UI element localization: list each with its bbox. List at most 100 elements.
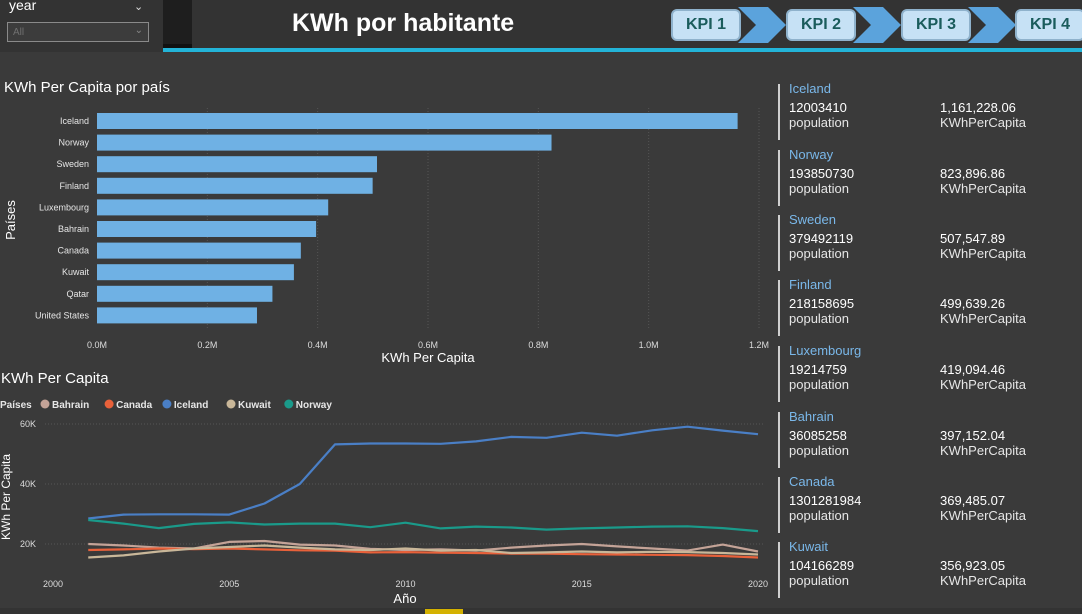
bar-chart[interactable]: 0.0M 0.2M 0.4M 0.6M 0.8M 1.0M 1.2M Iceland Norwa… (0, 100, 775, 368)
bar-canada[interactable] (97, 242, 301, 259)
country-name: Bahrain (789, 409, 834, 424)
header-accent-line (163, 48, 1082, 52)
kwh-per-capita-value: 356,923.05 (940, 558, 1006, 573)
line-chart-title: KWh Per Capita (1, 370, 109, 387)
card-border (778, 542, 780, 598)
line-series-norway[interactable] (88, 518, 759, 533)
chevron-down-icon[interactable]: ⌄ (134, 1, 144, 13)
legend-item[interactable]: Bahrain (52, 400, 89, 411)
card-border (778, 280, 780, 336)
bar-kuwait[interactable] (97, 264, 294, 281)
country-card: Finland 218158695 population 499,639.26 KWhP… (778, 277, 1068, 341)
bar-category-label: Canada (57, 246, 89, 256)
active-page-tab[interactable] (425, 609, 463, 614)
line-x-tick-label: 2005 (219, 579, 239, 589)
country-name: Kuwait (789, 539, 829, 554)
bar-luxembourg[interactable] (97, 199, 329, 216)
bar-x-tick-label: 0.8M (528, 340, 548, 350)
legend-item[interactable]: Norway (296, 400, 333, 411)
kwh-per-capita-value: 419,094.46 (940, 362, 1006, 377)
line-x-tick-label: 2010 (395, 579, 415, 589)
chevron-down-icon: ⌄ (134, 25, 143, 36)
country-card: Luxembourg 19214759 population 419,094.46 KW… (778, 343, 1068, 407)
year-slicer-value: All (13, 27, 25, 38)
bar-category-label: Bahrain (58, 224, 89, 234)
kwh-per-capita-label: KWhPerCapita (940, 573, 1026, 588)
kpi-1-button[interactable]: KPI 1 (671, 9, 741, 41)
bar-x-tick-label: 1.2M (749, 340, 769, 350)
bar-iceland[interactable] (97, 113, 738, 129)
kwh-per-capita-value: 397,152.04 (940, 428, 1006, 443)
line-y-tick-label: 60K (20, 419, 36, 429)
bar-sweden[interactable] (97, 156, 377, 173)
bar-x-tick-label: 0.4M (308, 340, 328, 350)
population-label: population (789, 181, 849, 196)
kwh-per-capita-value: 369,485.07 (940, 493, 1006, 508)
country-name: Norway (789, 147, 834, 162)
kwh-per-capita-label: KWhPerCapita (940, 115, 1026, 130)
line-series-iceland[interactable] (88, 425, 759, 520)
bar-norway[interactable] (97, 134, 552, 151)
country-card: Kuwait 104166289 population 356,923.05 KWhPe… (778, 539, 1068, 603)
card-border (778, 346, 780, 402)
legend-title: Países (0, 400, 32, 411)
year-slicer-title: year (9, 0, 37, 13)
kwh-per-capita-value: 499,639.26 (940, 296, 1006, 311)
kwh-per-capita-value: 507,547.89 (940, 231, 1006, 246)
card-border (778, 477, 780, 533)
bar-category-label: Qatar (66, 289, 89, 299)
legend-item[interactable]: Kuwait (238, 400, 271, 411)
kwh-per-capita-label: KWhPerCapita (940, 246, 1026, 261)
population-value: 1301281984 (789, 493, 862, 508)
bar-y-axis-label: Países (3, 200, 18, 240)
page-tabs (0, 608, 1082, 614)
kpi-4-button[interactable]: KPI 4 (1015, 9, 1082, 41)
header-decoration (163, 44, 192, 49)
line-x-tick-label: 2015 (572, 579, 592, 589)
legend-marker (226, 399, 236, 409)
line-y-tick-label: 20K (20, 539, 36, 549)
population-label: population (789, 115, 849, 130)
kwh-per-capita-value: 823,896.86 (940, 166, 1006, 181)
page-title: KWh por habitante (292, 9, 515, 37)
bar-x-axis-label: KWh Per Capita (381, 350, 475, 365)
country-card: Sweden 379492119 population 507,547.89 KWhPe… (778, 212, 1068, 276)
line-series-kuwait[interactable] (88, 544, 759, 559)
legend-marker (104, 399, 114, 409)
legend-marker (40, 399, 50, 409)
population-value: 379492119 (789, 231, 854, 246)
bar-category-label: Iceland (60, 116, 89, 126)
population-value: 193850730 (789, 166, 855, 181)
country-name: Canada (789, 474, 835, 489)
population-value: 19214759 (789, 362, 847, 377)
chevron-arrow-icon (738, 7, 786, 43)
country-name: Iceland (789, 81, 831, 96)
kwh-per-capita-label: KWhPerCapita (940, 311, 1026, 326)
line-y-axis-label: KWh Per Capita (0, 454, 13, 540)
bar-qatar[interactable] (97, 285, 273, 302)
kpi-2-button[interactable]: KPI 2 (786, 9, 856, 41)
population-label: population (789, 311, 849, 326)
year-slicer-dropdown[interactable]: All ⌄ (7, 22, 149, 42)
kwh-per-capita-label: KWhPerCapita (940, 508, 1026, 523)
bar-category-label: United States (35, 310, 90, 320)
kpi-3-button[interactable]: KPI 3 (901, 9, 971, 41)
population-label: population (789, 573, 849, 588)
country-card: Bahrain 36085258 population 397,152.04 KWhPe… (778, 409, 1068, 473)
bar-category-label: Luxembourg (39, 202, 89, 212)
country-card: Canada 1301281984 population 369,485.07 KWhP… (778, 474, 1068, 538)
header-decoration (163, 0, 192, 48)
population-value: 36085258 (789, 428, 847, 443)
bar-category-label: Kuwait (62, 267, 90, 277)
bar-bahrain[interactable] (97, 221, 317, 237)
line-y-tick-label: 40K (20, 479, 36, 489)
line-chart[interactable]: Países Bahrain Canada Iceland Kuwait Norway 20… (0, 392, 775, 607)
bar-category-label: Norway (58, 138, 89, 148)
bar-finland[interactable] (97, 177, 373, 194)
legend-item[interactable]: Iceland (174, 400, 208, 411)
bar-united-states[interactable] (97, 307, 257, 324)
country-name: Luxembourg (789, 343, 862, 358)
legend-item[interactable]: Canada (116, 400, 153, 411)
line-x-tick-label: 2020 (748, 579, 768, 589)
kwh-per-capita-label: KWhPerCapita (940, 181, 1026, 196)
